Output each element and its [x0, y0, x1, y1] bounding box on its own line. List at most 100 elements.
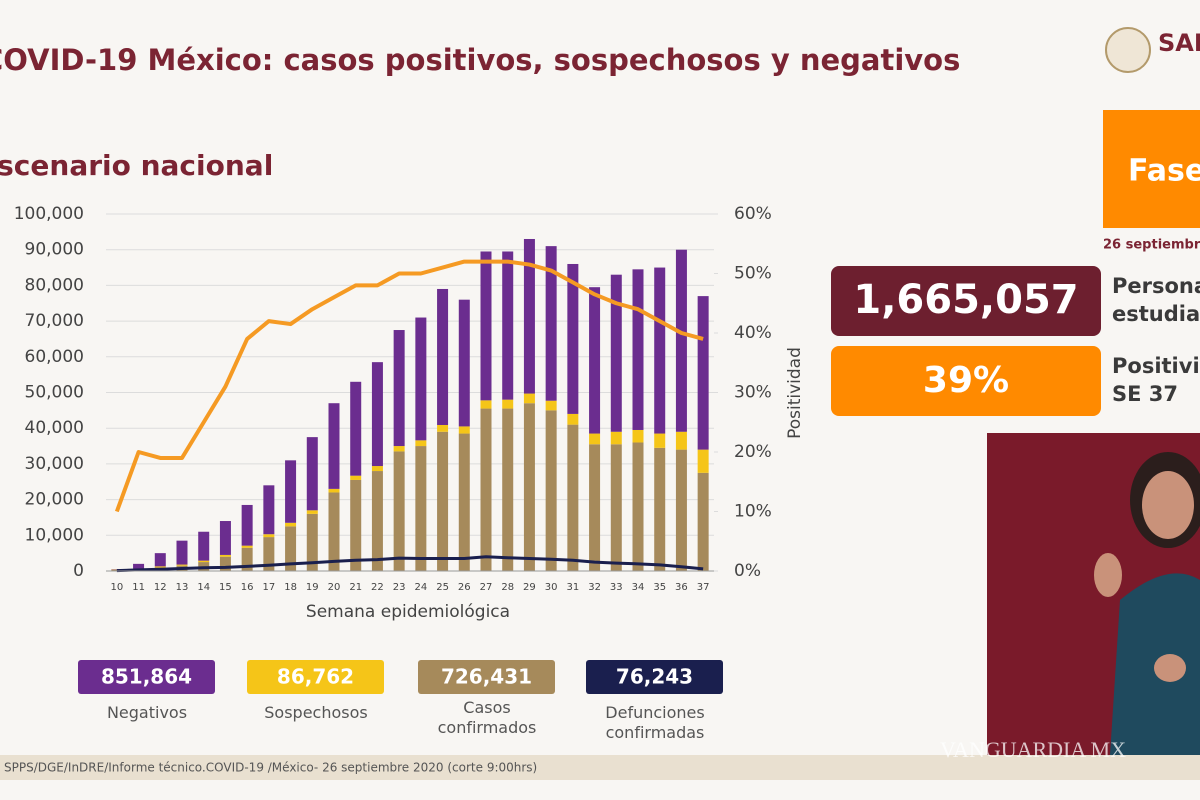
bar: [328, 403, 340, 489]
bar: [437, 424, 449, 432]
bar: [176, 540, 188, 565]
bar: [589, 287, 601, 434]
y-tick-label: 70,000: [25, 311, 84, 331]
y2-tick-label: 20%: [734, 442, 772, 462]
y2-tick-label: 50%: [734, 264, 772, 284]
bar: [545, 410, 557, 571]
bar: [567, 263, 579, 414]
bar: [675, 449, 687, 571]
x-tick-label: 16: [241, 582, 254, 593]
bar: [350, 479, 362, 571]
bar: [350, 475, 362, 480]
x-tick-label: 37: [697, 582, 710, 593]
bar: [610, 444, 622, 571]
bar: [502, 408, 514, 571]
bar: [371, 471, 383, 571]
bar: [219, 556, 231, 571]
bar: [545, 400, 557, 411]
source: SPPS/DGE/InDRE/Informe técnico.COVID-19 …: [4, 761, 537, 775]
bar: [610, 431, 622, 445]
bar: [415, 317, 427, 441]
x-tick-label: 25: [436, 582, 449, 593]
y-tick-label: 30,000: [25, 454, 84, 474]
bar: [285, 526, 297, 571]
studied-value: 1,665,057: [853, 277, 1078, 323]
x-tick-label: 19: [306, 582, 319, 593]
x-tick-label: 34: [632, 582, 645, 593]
phase-box: [1103, 110, 1200, 228]
bar: [198, 531, 210, 561]
x-tick-label: 18: [284, 582, 297, 593]
bar: [285, 460, 297, 523]
bar: [328, 492, 340, 571]
bar: [133, 563, 145, 569]
x-tick-label: 35: [653, 582, 666, 593]
positivity-box: [831, 346, 1101, 416]
bar: [480, 400, 492, 409]
y-tick-label: 40,000: [25, 418, 84, 438]
bar: [697, 472, 709, 571]
x-tick-label: 22: [371, 582, 384, 593]
logo-seal: [1105, 27, 1151, 73]
bar: [697, 449, 709, 473]
bar: [654, 447, 666, 571]
legend-label: Casos confirmados: [437, 698, 537, 737]
x-tick-label: 28: [501, 582, 514, 593]
subtitle: Escenario nacional: [0, 149, 273, 182]
bar: [458, 299, 470, 427]
y-tick-label: 80,000: [25, 275, 84, 295]
bar: [545, 246, 557, 401]
bar: [263, 485, 275, 535]
x-tick-label: 30: [545, 582, 558, 593]
bar: [306, 513, 318, 571]
bar: [437, 431, 449, 571]
bar: [697, 296, 709, 450]
bar: [371, 466, 383, 472]
y-tick-label: 90,000: [25, 240, 84, 260]
phase-text: Fase: [1128, 154, 1200, 189]
bar: [502, 251, 514, 400]
x-tick-label: 27: [480, 582, 493, 593]
bar: [502, 399, 514, 409]
bar: [523, 403, 535, 571]
bar: [219, 554, 231, 557]
legend-label: Sospechosos: [264, 703, 368, 722]
bar: [415, 440, 427, 447]
legend-label: Defunciones confirmadas: [605, 703, 705, 742]
legend-box: [247, 660, 384, 694]
bar: [523, 238, 535, 394]
x-tick-label: 17: [262, 582, 275, 593]
legend-box: [78, 660, 215, 694]
x-tick-label: 31: [566, 582, 579, 593]
bar: [371, 362, 383, 467]
bar: [675, 431, 687, 450]
title: COVID-19 México: casos positivos, sospec…: [0, 43, 960, 77]
y2-tick-label: 10%: [734, 502, 772, 522]
bar: [154, 553, 166, 567]
footer-bar: [0, 755, 1200, 780]
x-tick-label: 26: [458, 582, 471, 593]
studied-label: Personas estudiadas: [1112, 274, 1200, 326]
face: [1142, 471, 1194, 539]
x-tick-label: 15: [219, 582, 232, 593]
bar: [154, 566, 166, 568]
bar: [458, 433, 470, 571]
bar: [350, 381, 362, 476]
x-tick-label: 13: [176, 582, 189, 593]
bar: [567, 413, 579, 425]
x-tick-label: 20: [328, 582, 341, 593]
bar: [654, 267, 666, 434]
bar: [263, 534, 275, 538]
bar: [675, 249, 687, 432]
bar: [241, 547, 253, 571]
bar: [632, 442, 644, 571]
y2-tick-label: 0%: [734, 561, 761, 581]
positivity-label: Positividad SE 37: [1112, 354, 1200, 406]
bar: [523, 393, 535, 404]
bar: [437, 288, 449, 425]
positivity-value: 39%: [923, 360, 1009, 401]
x-tick-label: 33: [610, 582, 623, 593]
x-tick-label: 32: [588, 582, 601, 593]
